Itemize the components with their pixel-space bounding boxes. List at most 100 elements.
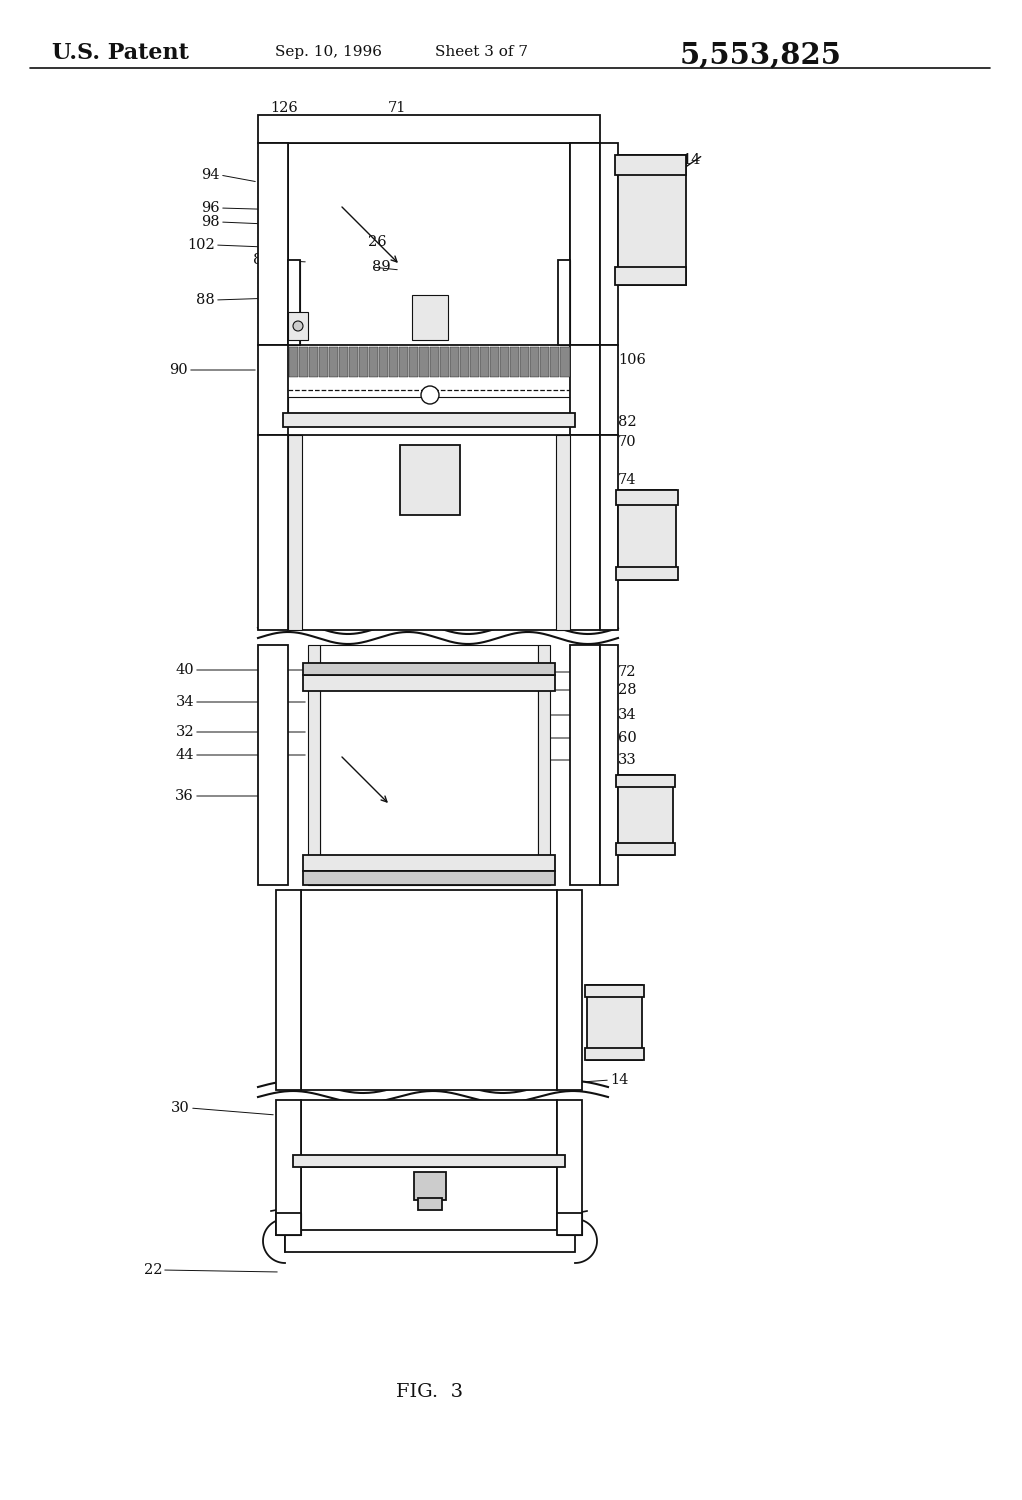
Text: Sep. 10, 1996: Sep. 10, 1996 (275, 45, 382, 58)
Bar (618, 490, 676, 580)
Bar (412, 296, 448, 340)
Bar (615, 267, 686, 285)
Text: 80: 80 (618, 211, 637, 225)
Bar (510, 346, 519, 376)
Bar (301, 1167, 557, 1234)
Bar (600, 645, 618, 885)
Bar (301, 1100, 557, 1234)
Bar (410, 346, 418, 376)
Bar (400, 446, 460, 514)
Bar (557, 890, 582, 1090)
Text: 26: 26 (368, 236, 386, 249)
Bar (429, 346, 438, 376)
Bar (298, 346, 308, 376)
Text: 90: 90 (170, 363, 188, 376)
Bar (470, 346, 479, 376)
Bar (301, 890, 557, 1090)
Bar (288, 398, 570, 412)
Bar (600, 142, 618, 345)
Bar (329, 346, 338, 376)
Bar (320, 645, 538, 885)
Bar (400, 346, 409, 376)
Text: 88: 88 (196, 292, 215, 308)
Text: 106: 106 (618, 352, 646, 368)
Bar (616, 843, 675, 855)
Bar (285, 1230, 575, 1252)
Text: 44: 44 (176, 748, 194, 762)
Text: 70: 70 (618, 435, 637, 448)
Bar (530, 346, 540, 376)
Text: 94: 94 (201, 168, 220, 182)
Text: 36: 36 (618, 818, 637, 833)
Text: 34: 34 (618, 708, 637, 722)
Bar (556, 435, 570, 630)
Bar (439, 346, 449, 376)
Bar (418, 1198, 442, 1210)
Circle shape (293, 321, 303, 332)
Text: 82: 82 (618, 416, 637, 429)
Bar (616, 567, 678, 580)
Bar (558, 260, 570, 345)
Text: 98: 98 (201, 214, 220, 230)
Text: 34: 34 (176, 694, 194, 709)
Bar (460, 346, 469, 376)
Bar (309, 346, 318, 376)
Text: 87: 87 (618, 178, 637, 192)
Bar (288, 346, 297, 376)
Bar (349, 346, 358, 376)
Bar (303, 855, 555, 871)
Bar (288, 142, 570, 345)
Bar (490, 346, 499, 376)
Bar (585, 986, 644, 998)
Text: 14: 14 (610, 1072, 629, 1088)
Text: 30: 30 (172, 1101, 190, 1114)
Bar (258, 645, 288, 885)
Bar (288, 260, 300, 345)
Bar (570, 345, 600, 435)
Text: 14: 14 (682, 153, 700, 166)
Bar (369, 346, 378, 376)
Text: 5,553,825: 5,553,825 (680, 40, 842, 69)
Text: Sheet 3 of 7: Sheet 3 of 7 (435, 45, 528, 58)
Text: 33: 33 (618, 753, 637, 766)
Text: 40: 40 (176, 663, 194, 676)
Text: 22: 22 (143, 1263, 162, 1276)
Bar (276, 1214, 301, 1234)
Bar (618, 776, 673, 855)
Bar (570, 435, 600, 630)
Bar (616, 776, 675, 788)
Bar (288, 435, 301, 630)
Bar (541, 346, 550, 376)
Bar (276, 890, 301, 1090)
Bar (450, 346, 459, 376)
Bar (520, 346, 529, 376)
Text: 28: 28 (618, 682, 637, 698)
Bar (303, 663, 555, 675)
Text: 102: 102 (187, 238, 215, 252)
Bar (585, 1048, 644, 1060)
Bar (303, 675, 555, 692)
Text: 86: 86 (253, 254, 272, 267)
Bar (258, 142, 288, 345)
Bar (615, 154, 686, 176)
Text: 72: 72 (618, 664, 637, 680)
Bar (557, 1100, 582, 1234)
Bar (288, 435, 570, 630)
Bar (308, 645, 320, 885)
Text: 74: 74 (618, 472, 637, 488)
Text: FIG.  3: FIG. 3 (397, 1383, 464, 1401)
Bar (600, 435, 618, 630)
Bar (319, 346, 328, 376)
Bar (258, 435, 288, 630)
Text: 89: 89 (372, 260, 390, 274)
Bar (500, 346, 509, 376)
Text: 96: 96 (201, 201, 220, 214)
Text: 104: 104 (618, 232, 646, 248)
Bar (551, 346, 559, 376)
Text: U.S. Patent: U.S. Patent (52, 42, 189, 64)
Bar (557, 1214, 582, 1234)
Bar (288, 260, 300, 345)
Text: 71: 71 (388, 100, 407, 116)
Text: 76: 76 (618, 500, 637, 514)
Text: 36: 36 (175, 789, 194, 802)
